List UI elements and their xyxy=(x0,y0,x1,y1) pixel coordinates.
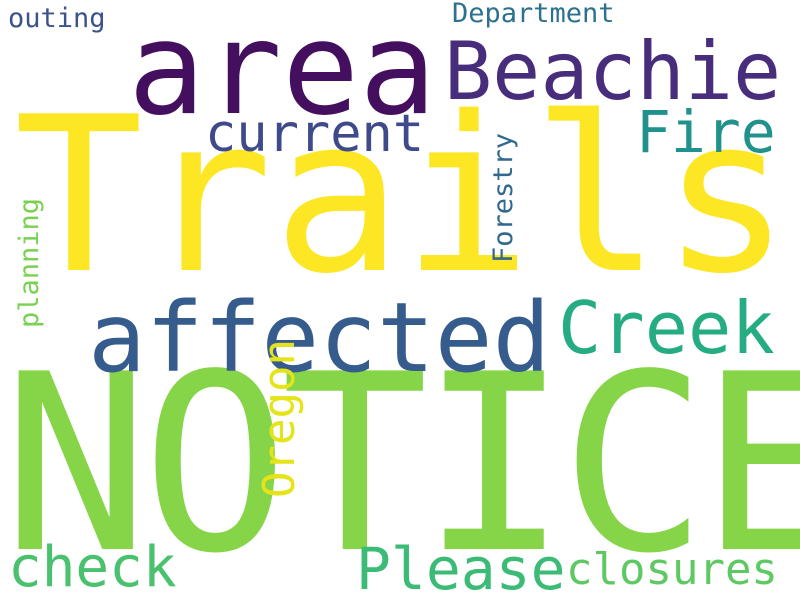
word-current: current xyxy=(205,104,425,164)
word-beachie: Beachie xyxy=(444,25,782,118)
word-oregon: Oregon xyxy=(254,339,305,498)
word-notice: NOTICE xyxy=(2,322,800,600)
word-forestry: Forestry xyxy=(488,132,519,263)
word-trails: Trails xyxy=(14,70,791,321)
word-department: Department xyxy=(452,0,615,29)
word-planning: planning xyxy=(14,197,45,328)
word-outing: outing xyxy=(8,3,106,34)
word-creek: Creek xyxy=(558,286,775,370)
word-area: area xyxy=(128,0,437,144)
word-check: check xyxy=(8,535,177,600)
word-please: Please xyxy=(356,535,566,600)
word-affected: affected xyxy=(88,282,551,394)
word-closures: closures xyxy=(566,544,778,595)
word-fire: Fire xyxy=(636,98,776,166)
